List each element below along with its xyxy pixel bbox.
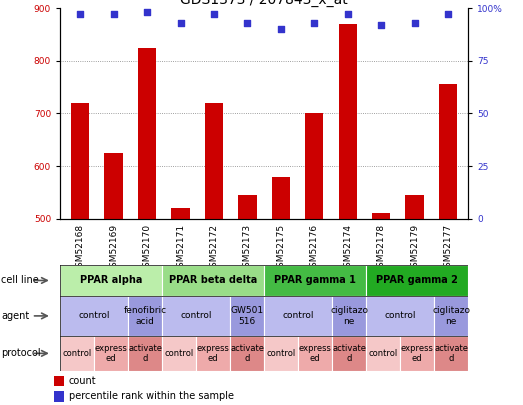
Title: GDS1373 / 207843_x_at: GDS1373 / 207843_x_at — [180, 0, 348, 7]
Point — [377, 22, 385, 28]
Point — [411, 19, 419, 26]
Bar — [366, 265, 468, 296]
Text: express
ed: express ed — [95, 344, 128, 363]
Bar — [138, 47, 156, 219]
Text: PPAR alpha: PPAR alpha — [80, 275, 142, 286]
Bar — [298, 336, 332, 371]
Bar — [400, 336, 434, 371]
Text: express
ed: express ed — [197, 344, 230, 363]
Bar — [162, 296, 230, 336]
Bar — [332, 296, 366, 336]
Bar — [60, 265, 162, 296]
Text: activate
d: activate d — [434, 344, 468, 363]
Bar — [94, 336, 128, 371]
Point — [109, 11, 118, 18]
Text: activate
d: activate d — [230, 344, 264, 363]
Bar — [434, 336, 468, 371]
Text: protocol: protocol — [1, 348, 41, 358]
Point — [277, 26, 285, 32]
Text: activate
d: activate d — [332, 344, 366, 363]
Bar — [60, 296, 128, 336]
Text: control: control — [267, 349, 295, 358]
Bar — [162, 265, 264, 296]
Bar — [54, 391, 64, 402]
Point — [310, 19, 319, 26]
Bar — [230, 296, 264, 336]
Bar — [271, 177, 290, 219]
Text: count: count — [69, 376, 96, 386]
Point — [444, 11, 452, 18]
Bar — [54, 376, 64, 386]
Bar — [264, 296, 332, 336]
Text: PPAR gamma 2: PPAR gamma 2 — [376, 275, 458, 286]
Text: ciglitazo
ne: ciglitazo ne — [432, 306, 470, 326]
Text: GW501
516: GW501 516 — [231, 306, 264, 326]
Text: agent: agent — [1, 311, 29, 321]
Text: PPAR beta delta: PPAR beta delta — [169, 275, 257, 286]
Bar — [405, 195, 424, 219]
Bar — [128, 296, 162, 336]
Bar — [238, 195, 257, 219]
Bar — [264, 336, 298, 371]
Bar — [71, 103, 89, 219]
Text: express
ed: express ed — [299, 344, 332, 363]
Text: fenofibric
acid: fenofibric acid — [123, 306, 167, 326]
Bar — [439, 84, 457, 219]
Point — [210, 11, 218, 18]
Bar — [366, 296, 434, 336]
Bar — [332, 336, 366, 371]
Text: express
ed: express ed — [401, 344, 434, 363]
Point — [143, 9, 151, 15]
Point — [344, 11, 352, 18]
Bar — [162, 336, 196, 371]
Bar — [305, 113, 323, 219]
Bar — [60, 336, 94, 371]
Bar — [372, 213, 390, 219]
Bar — [366, 336, 400, 371]
Text: control: control — [282, 311, 314, 320]
Text: ciglitazo
ne: ciglitazo ne — [330, 306, 368, 326]
Text: control: control — [78, 311, 110, 320]
Bar — [205, 103, 223, 219]
Text: percentile rank within the sample: percentile rank within the sample — [69, 391, 233, 401]
Text: control: control — [63, 349, 92, 358]
Text: cell line: cell line — [1, 275, 39, 286]
Bar — [105, 153, 123, 219]
Bar — [128, 336, 162, 371]
Text: activate
d: activate d — [128, 344, 162, 363]
Text: control: control — [180, 311, 212, 320]
Bar — [338, 24, 357, 219]
Bar — [172, 208, 190, 219]
Point — [76, 11, 84, 18]
Text: control: control — [384, 311, 416, 320]
Bar — [434, 296, 468, 336]
Text: control: control — [369, 349, 397, 358]
Bar — [230, 336, 264, 371]
Bar — [264, 265, 366, 296]
Bar — [196, 336, 230, 371]
Text: control: control — [165, 349, 194, 358]
Point — [176, 19, 185, 26]
Point — [243, 19, 252, 26]
Text: PPAR gamma 1: PPAR gamma 1 — [274, 275, 356, 286]
